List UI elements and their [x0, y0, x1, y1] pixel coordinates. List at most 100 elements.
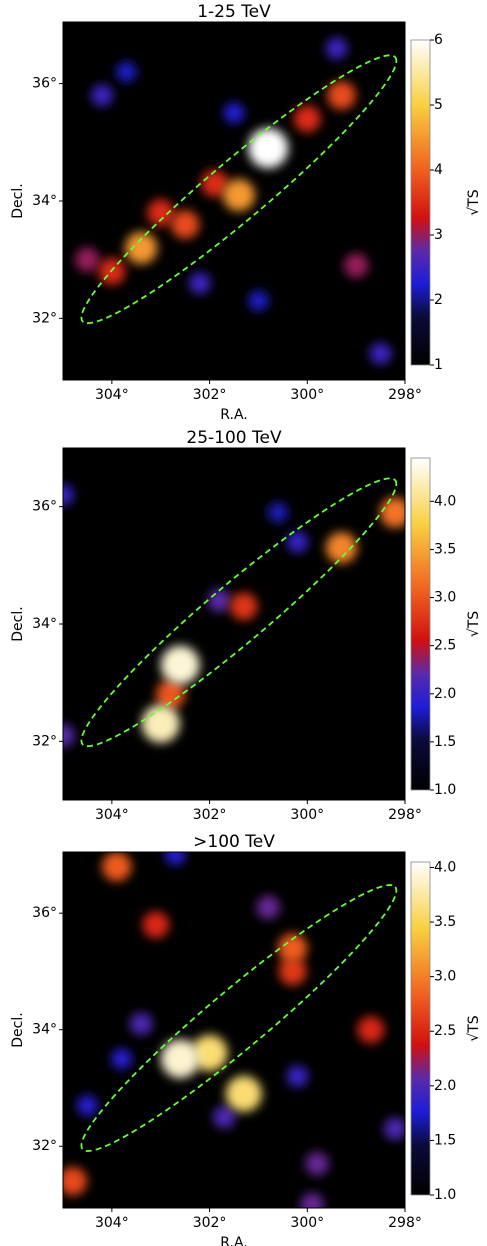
emission-peak [278, 957, 307, 986]
colorbar-tick-label: 2.5 [434, 1023, 456, 1039]
x-tick-label: 304° [95, 1215, 129, 1231]
colorbar-tick-label: 3 [434, 227, 443, 243]
colorbar-label: √TS [466, 1015, 482, 1041]
emission-peak [305, 1152, 329, 1176]
heatmap-area [63, 22, 405, 380]
emission-peak [300, 1192, 324, 1208]
x-tick-label: 302° [193, 807, 227, 823]
y-tick-label: 36° [32, 499, 57, 515]
emission-peak [379, 497, 405, 528]
y-tick-label: 36° [32, 76, 57, 92]
emission-peak [248, 290, 269, 311]
colorbar [410, 39, 431, 366]
emission-peak [357, 1016, 385, 1044]
colorbar-tick-label: 5 [434, 97, 443, 113]
map-background [63, 852, 405, 1208]
chart-title: 25-100 TeV [186, 428, 282, 448]
emission-peak [160, 645, 200, 685]
y-axis-label: Decl. [10, 183, 26, 218]
emission-peak [256, 895, 280, 920]
emission-peak [212, 1105, 236, 1129]
chart-title: 1-25 TeV [197, 2, 271, 22]
y-axis-label: Decl. [10, 606, 26, 641]
emission-peak [63, 723, 75, 747]
colorbar-tick-label: 2.5 [434, 638, 456, 654]
emission-peak [102, 852, 132, 882]
emission-peak [188, 272, 211, 295]
emission-peak [111, 1048, 133, 1070]
colorbar-tick-label: 4.0 [434, 493, 456, 509]
emission-peak [343, 253, 369, 278]
x-tick-label: 300° [290, 1215, 324, 1231]
x-axis-label: R.A. [220, 1235, 247, 1246]
colorbar-label: √TS [466, 189, 482, 215]
x-tick-label: 298° [388, 387, 422, 403]
x-tick-label: 302° [193, 1215, 227, 1231]
x-axis-label: R.A. [220, 407, 247, 423]
emission-peak [75, 247, 100, 272]
x-tick-label: 298° [388, 1215, 422, 1231]
colorbar-tick-label: 1.0 [434, 782, 456, 798]
colorbar-tick-label: 1.5 [434, 734, 456, 750]
colorbar-tick-label: 3.5 [434, 914, 456, 930]
emission-peak [155, 679, 186, 709]
emission-peak [225, 1075, 262, 1112]
emission-peak [191, 1034, 228, 1072]
emission-peak [116, 61, 137, 83]
y-tick-label: 32° [32, 310, 57, 326]
colorbar-tick-label: 2.0 [434, 686, 456, 702]
emission-peak [125, 231, 158, 265]
y-tick-label: 32° [32, 1138, 57, 1154]
y-tick-label: 34° [32, 616, 57, 632]
colorbar-tick-label: 3.5 [434, 541, 456, 557]
colorbar-tick-label: 2.0 [434, 1078, 456, 1094]
x-tick-label: 298° [388, 807, 422, 823]
colorbar-tick-label: 4 [434, 162, 443, 178]
colorbar-tick-label: 4.0 [434, 859, 456, 875]
colorbar-tick-label: 6 [434, 32, 443, 48]
emission-peak [222, 179, 255, 212]
emission-peak [160, 1039, 200, 1079]
emission-peak [369, 342, 392, 365]
colorbar-label: √TS [466, 611, 482, 637]
colorbar-tick-label: 1 [434, 357, 443, 373]
emission-peak [248, 128, 289, 169]
colorbar-tick-label: 2 [434, 292, 443, 308]
emission-peak [293, 105, 321, 133]
x-tick-label: 300° [290, 807, 324, 823]
emission-peak [147, 199, 175, 227]
emission-peak [77, 1095, 98, 1116]
colorbar-tick-label: 1.5 [434, 1132, 456, 1148]
emission-peak [277, 933, 308, 963]
heatmap-area [63, 852, 405, 1208]
emission-peak [170, 210, 200, 239]
emission-peak [383, 1117, 405, 1141]
region-ellipse [80, 477, 398, 748]
emission-peak [141, 704, 180, 743]
chart-title: >100 TeV [193, 832, 275, 852]
region-ellipse [80, 54, 398, 325]
y-tick-label: 34° [32, 193, 57, 209]
heatmap-area [63, 448, 405, 800]
emission-peak [223, 102, 245, 124]
emission-peak [129, 1012, 153, 1036]
emission-peak [286, 531, 309, 553]
colorbar-tick-label: 3.0 [434, 590, 456, 606]
x-tick-label: 302° [193, 387, 227, 403]
colorbar [410, 457, 431, 791]
emission-peak [91, 84, 113, 107]
colorbar-tick-label: 1.0 [434, 1187, 456, 1203]
colorbar-tick-label: 3.0 [434, 969, 456, 985]
y-tick-label: 36° [32, 905, 57, 921]
x-tick-label: 300° [290, 387, 324, 403]
y-tick-label: 34° [32, 1022, 57, 1038]
emission-peak [142, 911, 170, 939]
emission-peak [267, 502, 288, 523]
emission-peak [325, 37, 348, 60]
emission-peak [207, 589, 231, 613]
emission-peak [327, 81, 356, 110]
y-axis-label: Decl. [10, 1012, 26, 1047]
colorbar [410, 861, 431, 1196]
